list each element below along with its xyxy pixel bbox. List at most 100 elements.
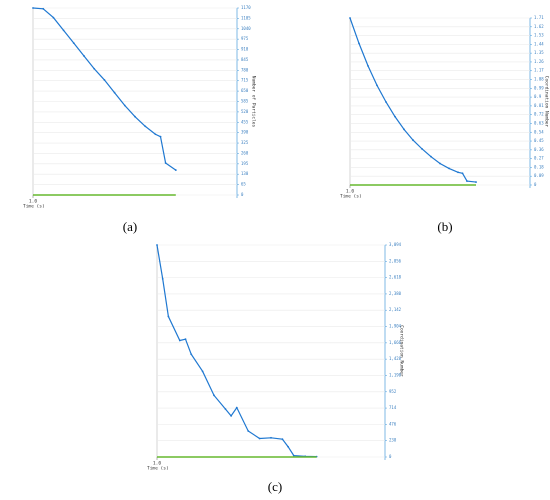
data-point [466,180,468,182]
y-tick-label: 0.27 [534,156,544,161]
data-point [235,406,238,409]
data-point [292,454,295,457]
y-tick-label: 714 [389,405,397,410]
data-point [281,438,284,441]
data-point [178,339,181,342]
data-point [461,172,464,175]
y-tick-label: 910 [241,47,249,52]
data-point [184,338,187,341]
caption: (a) [123,219,137,234]
x-tick-label: 1.0 [153,461,161,467]
data-point [103,79,106,81]
data-point [475,181,477,183]
data-point [349,17,351,19]
data-line [349,17,477,183]
y-tick-label: 476 [389,421,397,426]
data-point [358,42,360,45]
data-point [156,244,158,246]
y-tick-label: 1.35 [534,50,544,55]
data-point [190,353,193,356]
y-tick-label: 0.54 [534,129,544,134]
data-point [161,277,164,280]
data-point [258,437,261,440]
y-tick-label: 585 [241,99,249,104]
data-point [421,147,423,150]
data-line [32,7,177,171]
y-tick-label: 130 [241,171,249,176]
data-point [412,139,414,141]
y-tick-label: 1.71 [534,15,544,20]
y-tick-label: 195 [241,161,249,166]
y-tick-label: 0.9 [534,94,542,99]
data-point [394,115,396,118]
data-point [134,115,136,118]
y-tick-label: 2,380 [389,291,402,296]
data-point [93,67,96,70]
y-tick-label: 0.36 [534,147,544,152]
y-tick-label: 952 [389,389,397,394]
y-axis-label: Coordination Number [544,76,550,128]
y-axis-label: Coordination Number [399,325,405,377]
data-point [448,167,450,170]
data-point [430,155,432,158]
data-point [439,162,441,165]
data-point [32,7,34,9]
caption: (b) [437,219,452,234]
y-tick-label: 1.62 [534,24,544,29]
y-tick-label: 1,904 [389,324,402,329]
y-tick-label: 0.45 [534,138,544,143]
data-point [42,7,45,10]
x-axis-label: Time (s) [147,466,169,472]
y-tick-label: 2,142 [389,307,402,312]
y-tick-label: 650 [241,88,249,93]
data-point [270,436,272,439]
data-point [201,370,204,373]
y-tick-label: 0.63 [534,120,544,125]
y-tick-label: 0 [241,192,244,197]
y-tick-label: 1040 [241,26,251,31]
y-tick-label: 1.26 [534,59,544,64]
x-tick-label: 1.0 [346,189,354,195]
y-tick-label: 0 [389,454,392,459]
data-point [159,135,162,138]
data-point [247,430,250,432]
data-point [144,125,147,128]
y-tick-label: 455 [241,119,249,124]
data-point [385,101,387,103]
data-point [164,162,167,164]
data-line [156,244,317,458]
caption: (c) [268,479,282,494]
y-tick-label: 975 [241,36,249,41]
data-point [403,128,405,131]
y-tick-label: 1.08 [534,77,544,82]
data-point [376,84,378,87]
y-tick-label: 238 [389,438,397,443]
y-tick-label: 1170 [241,5,251,10]
y-tick-label: 520 [241,109,249,114]
y-tick-label: 0.18 [534,164,544,169]
data-point [213,394,215,397]
data-point [154,133,157,136]
data-point [62,29,65,32]
data-point [72,42,75,45]
data-point [230,414,233,417]
y-tick-label: 1.17 [534,68,544,73]
y-tick-label: 260 [241,150,249,155]
data-point [457,171,459,174]
y-tick-label: 2,856 [389,258,402,263]
x-tick-label: 1.0 [29,199,37,205]
y-tick-label: 3,094 [389,242,402,247]
data-point [167,315,170,318]
y-tick-label: 0.09 [534,173,544,178]
y-tick-label: 390 [241,130,249,135]
y-tick-label: 1,190 [389,372,402,377]
y-tick-label: 1105 [241,15,251,20]
data-point [174,169,177,171]
y-tick-label: 845 [241,57,249,62]
y-tick-label: 65 [241,182,246,187]
data-point [113,91,116,94]
y-axis-label: Number of Particles [251,76,257,128]
y-tick-label: 1.53 [534,33,544,38]
y-tick-label: 1,428 [389,356,402,361]
